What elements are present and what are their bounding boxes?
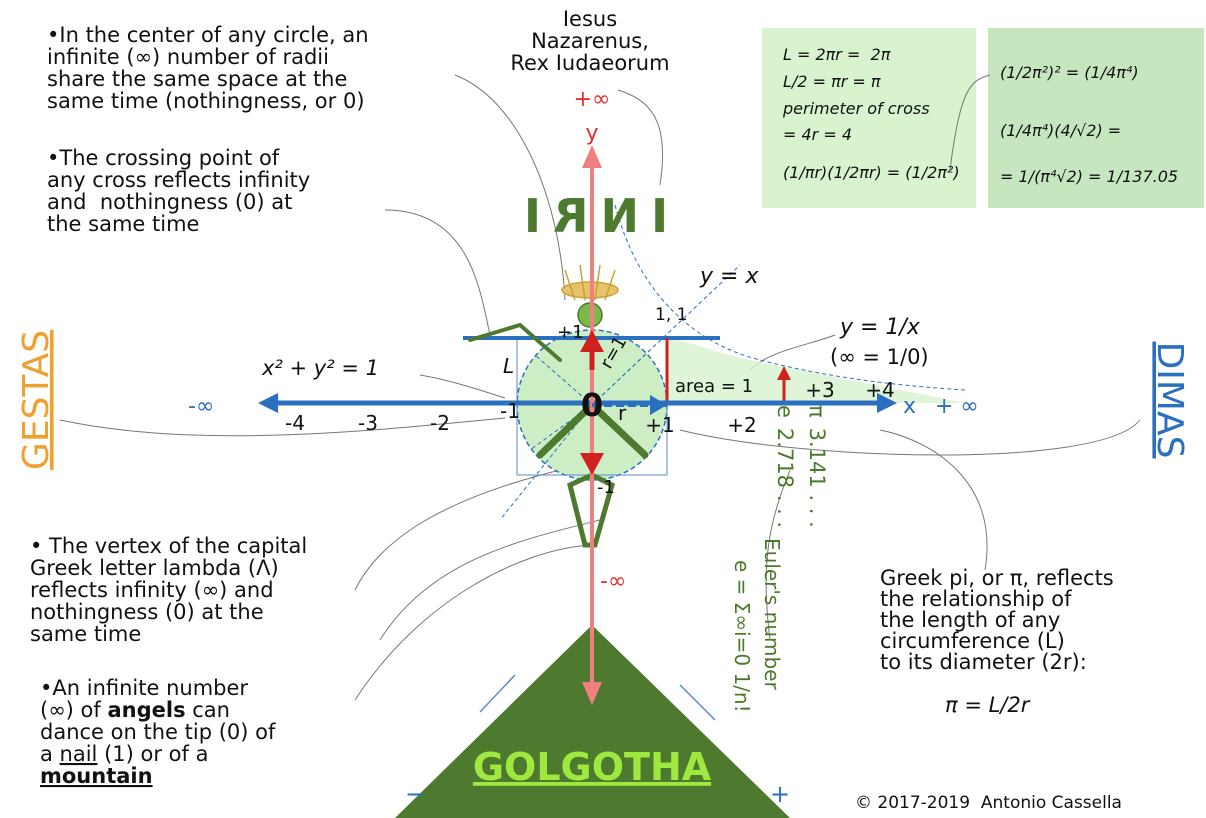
arrowhead <box>582 145 602 168</box>
note-line: (∞) of angels can <box>40 698 230 722</box>
label: y <box>585 121 598 146</box>
label: +∞ <box>574 87 611 112</box>
gestas: GESTAS <box>16 330 57 470</box>
note-line: Greek letter lambda (Λ) <box>30 556 279 580</box>
note-text: angels <box>107 698 185 722</box>
tick-label: +4 <box>865 378 894 402</box>
label: 2.718 . . . <box>773 428 797 528</box>
note-line: •In the center of any circle, an <box>47 23 369 47</box>
label: L <box>503 354 514 378</box>
tick-label: -3 <box>358 411 378 435</box>
note-text: (∞) of <box>40 698 107 722</box>
label: +1 <box>557 322 584 343</box>
label: x² + y² = 1 <box>261 356 379 380</box>
note-line: infinite (∞) number of radii <box>47 45 329 69</box>
note-text: dance on the tip (0) of <box>40 720 276 744</box>
label: -∞ <box>600 569 626 594</box>
formula: = 1/(π⁴√2) = 1/137.05 <box>1000 167 1178 186</box>
formula: (1/2π²)² = (1/4π⁴) <box>1000 63 1139 82</box>
tick-label: +1 <box>645 413 674 437</box>
label: 3.141 . . . <box>805 428 829 528</box>
golgotha: GOLGOTHA <box>473 745 712 789</box>
label: y = x <box>699 264 759 289</box>
label: y = 1/x <box>839 315 921 340</box>
label: + ∞ <box>935 394 979 419</box>
arrow <box>680 685 715 720</box>
note-line: nothingness (0) at the <box>30 600 264 624</box>
title-line: Rex Iudaeorum <box>510 51 669 75</box>
dimas: DIMAS <box>1149 342 1190 459</box>
note-text: (1) or of a <box>97 742 208 766</box>
sign: + <box>770 780 790 808</box>
formula: (1/4π⁴)(4/√2) = <box>1000 121 1121 140</box>
constant: π 3.141 . . . <box>805 405 829 528</box>
tick-label: -2 <box>430 411 450 435</box>
label: Euler's number <box>760 538 784 691</box>
label: -1 <box>597 477 615 498</box>
inri: INRI <box>512 189 668 243</box>
note-line: to its diameter (2r): <box>880 650 1087 674</box>
note-line: dance on the tip (0) of <box>40 720 276 744</box>
note-line: • The vertex of the capital <box>30 534 307 558</box>
label: e = Σ∞i=0 1/n! <box>730 560 754 713</box>
formula: perimeter of cross <box>782 99 930 118</box>
note-line: and nothingness (0) at <box>47 190 292 214</box>
note-line: same time <box>30 622 141 646</box>
formula: L/2 = πr = π <box>783 72 881 91</box>
note-text: can <box>186 698 230 722</box>
tick-label: +2 <box>727 413 756 437</box>
label: x <box>903 394 916 419</box>
label: e <box>773 405 797 418</box>
formula: (1/πr)(1/2πr) = (1/2π²) <box>783 163 960 182</box>
label: r <box>618 401 627 425</box>
note-line: share the same space at the <box>47 67 347 91</box>
origin: 0 <box>581 386 603 424</box>
note-line: the same time <box>47 212 199 236</box>
title-line: Nazarenus, <box>531 29 649 53</box>
title-line: Iesus <box>563 7 617 31</box>
constant: e 2.718 . . . <box>773 405 797 528</box>
note-text: nail <box>60 742 98 766</box>
diagram: +∞ y y = x 1, 1 +1 y = 1/x (∞ = 1/0) x² … <box>0 0 1206 818</box>
note-text: •An infinite number <box>40 676 248 700</box>
label: area = 1 <box>675 376 753 397</box>
note-line: any cross reflects infinity <box>47 168 310 192</box>
formula: L = 2πr = 2π <box>783 45 891 64</box>
arrowhead <box>258 393 278 413</box>
tick-label: -4 <box>285 411 305 435</box>
note-line: same time (nothingness, or 0) <box>47 89 365 113</box>
sign: − <box>405 780 425 808</box>
note-text: mountain <box>40 764 153 788</box>
label: π <box>805 405 829 418</box>
label: 1, 1 <box>655 305 687 325</box>
label: -∞ <box>188 394 214 419</box>
note-line: mountain <box>40 764 153 788</box>
note-line: reflects infinity (∞) and <box>30 578 274 602</box>
note-line: a nail (1) or of a <box>40 742 208 766</box>
formula: = 4r = 4 <box>783 125 852 144</box>
label: (∞ = 1/0) <box>830 345 929 369</box>
note-line: •The crossing point of <box>47 146 280 170</box>
note-text: a <box>40 742 60 766</box>
note-line: •An infinite number <box>40 676 248 700</box>
tick-label: -1 <box>500 399 520 423</box>
copyright: © 2017-2019 Antonio Cassella <box>855 793 1122 813</box>
formula: π = L/2r <box>945 693 1031 717</box>
tick-label: +3 <box>805 378 834 402</box>
